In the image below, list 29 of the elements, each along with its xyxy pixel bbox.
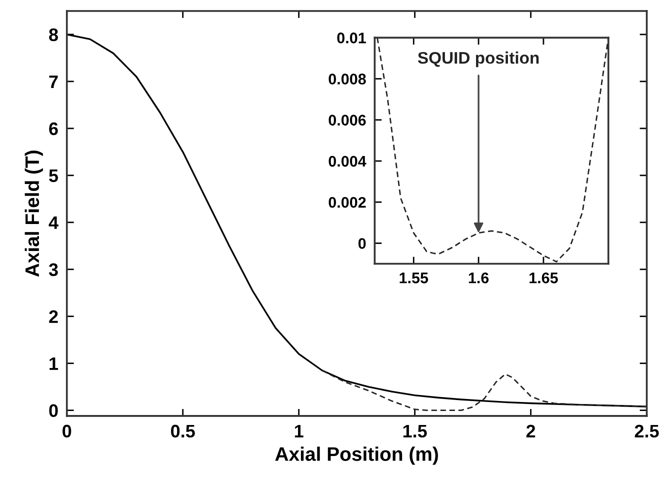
y-axis-title: Axial Field (T) [24,150,43,277]
y-tick-label: 0 [49,404,58,418]
x-tick-label: 2 [526,424,536,438]
y-tick-label: 6 [49,122,58,136]
x-tick-label: 0 [62,424,72,438]
x-axis-title: Axial Position (m) [275,446,438,465]
y-tick-label: 7 [49,76,58,88]
y-tick-label: 0.008 [328,74,366,84]
y-tick-label: 2 [49,310,58,323]
x-tick-label: 1.6 [468,272,489,284]
x-tick-label: 1 [294,424,304,438]
y-tick-label: 0 [358,238,366,249]
y-tick-label: 0.002 [328,196,366,208]
line-series [321,370,647,411]
y-tick-label: 3 [48,263,58,276]
y-tick-label: 0.006 [328,114,366,126]
x-tick-label: 1.65 [530,272,558,284]
annotation: SQUID position [418,52,539,68]
x-tick-label: 1.55 [400,272,428,284]
y-tick-label: 4 [48,216,58,229]
y-tick-label: 0.01 [337,32,366,44]
y-tick-label: 0.004 [328,156,366,167]
x-tick-label: 2.5 [634,424,659,438]
line-series [376,38,608,262]
x-tick-label: 1.5 [403,424,427,438]
y-tick-label: 1 [50,357,58,370]
y-tick-label: 8 [49,28,58,42]
y-tick-label: 5 [49,170,58,182]
x-tick-label: 0.5 [171,424,195,438]
